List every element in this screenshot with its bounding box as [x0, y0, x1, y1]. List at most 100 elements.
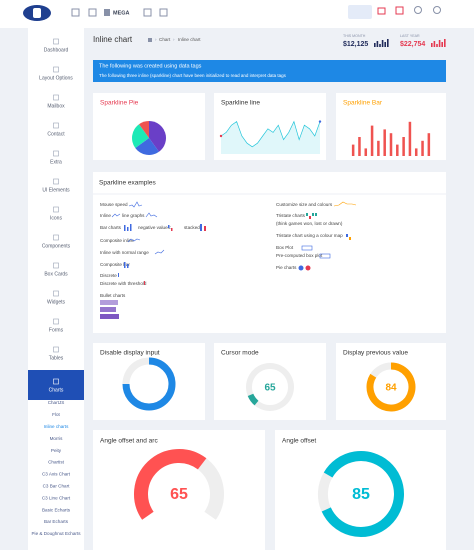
submenu-item[interactable]: Pie & Doughnut Echarts	[31, 531, 81, 536]
nav-item[interactable]: Mailbox	[47, 103, 65, 109]
box-plot	[301, 245, 313, 251]
bar	[408, 121, 412, 156]
example-label: Discrete	[100, 273, 117, 278]
mini-bar	[204, 226, 206, 231]
icon[interactable]	[159, 8, 168, 17]
example-label: (think games won, lost or drawn)	[276, 221, 343, 226]
stat-value: $22,754	[400, 41, 425, 48]
nav-icon	[53, 290, 59, 297]
nav-icon	[53, 178, 59, 185]
nav-item[interactable]: Box Cards	[44, 271, 68, 277]
nav-item[interactable]: Layout Options	[39, 75, 73, 81]
nav-icon	[53, 94, 59, 101]
example-label: Mouse speed	[100, 202, 128, 207]
nav-icon	[53, 378, 59, 385]
mini-bars	[100, 213, 351, 319]
nav-item[interactable]: Tables	[49, 355, 64, 361]
nav-item[interactable]: Widgets	[47, 299, 66, 305]
mega-menu[interactable]: MEGA	[113, 10, 130, 16]
example-label: Box Plot	[276, 245, 294, 250]
mini-bar	[168, 225, 170, 228]
nav-item[interactable]: Contact	[47, 131, 65, 137]
mini-line	[145, 212, 158, 218]
nav-item[interactable]: Dashboard	[44, 47, 69, 53]
mini-pie	[305, 265, 311, 271]
submenu-item[interactable]: Inline charts	[44, 424, 69, 429]
knob-label: 65	[170, 486, 188, 503]
line-area	[221, 121, 320, 154]
stat-spark	[384, 42, 386, 47]
mini-bar	[127, 227, 129, 231]
submenu-item[interactable]: Morris	[50, 436, 63, 441]
mini-pie	[298, 265, 304, 271]
mini-bar	[306, 213, 308, 216]
page-title: Inline chart	[93, 35, 133, 44]
knob-value	[321, 451, 404, 537]
bullet	[100, 300, 118, 305]
sidebar	[28, 28, 84, 550]
card-title: Sparkline line	[221, 100, 260, 107]
mini-line	[128, 201, 143, 208]
example-label: stacked:	[184, 225, 201, 230]
stat-spark	[379, 44, 381, 47]
mega-icon	[104, 9, 110, 16]
mini-bar	[118, 273, 119, 277]
stat-spark	[387, 39, 389, 47]
stat-spark	[441, 42, 443, 47]
mini-bar	[346, 234, 348, 237]
pie-slice	[131, 124, 149, 148]
nav-item[interactable]: Charts	[49, 387, 64, 393]
bullet	[100, 314, 119, 319]
example-label: Bullet charts	[100, 293, 126, 298]
submenu-item[interactable]: C3 Line Chart	[42, 495, 71, 500]
card-title: Display previous value	[343, 350, 408, 357]
bar	[370, 125, 374, 156]
submenu-item[interactable]: Bar Echarts	[44, 519, 69, 524]
card-title: Sparkline Pie	[100, 100, 139, 107]
example-label: line graphs	[122, 213, 145, 218]
nav-item[interactable]: Components	[42, 243, 71, 249]
submenu-item[interactable]: Basic Echarts	[42, 507, 71, 512]
line-point	[219, 134, 223, 138]
nav-item[interactable]: Forms	[49, 327, 64, 333]
settings-icon[interactable]	[433, 6, 441, 14]
mini-line	[333, 201, 357, 207]
mini-bar	[127, 264, 129, 268]
stat-spark	[374, 43, 376, 47]
knob-value	[366, 362, 416, 412]
mail-icon[interactable]	[377, 7, 386, 15]
logo-mark	[33, 8, 41, 18]
menu-icon[interactable]	[71, 8, 80, 17]
submenu-item[interactable]: ChartJS	[48, 400, 65, 405]
nav-icon	[53, 38, 59, 45]
search-box[interactable]	[348, 5, 372, 19]
user-icon[interactable]	[414, 6, 422, 14]
breadcrumb-sep: ›	[155, 37, 157, 42]
nav-icon	[53, 318, 59, 325]
bar	[427, 133, 431, 156]
example-label: negative values:	[138, 225, 171, 230]
submenu-item[interactable]: Peity	[51, 448, 62, 453]
nav-item[interactable]: Extra	[50, 159, 62, 165]
pie-slice	[149, 121, 166, 152]
stat-value: $12,125	[343, 41, 368, 48]
nav-icon	[53, 206, 59, 213]
submenu-item[interactable]: C3 Axis Chart	[42, 472, 71, 477]
submenu-item[interactable]: C3 Bar Chart	[43, 484, 71, 489]
submenu-item[interactable]: Flot	[52, 412, 60, 417]
breadcrumb[interactable]: Chart	[159, 37, 171, 42]
home-icon[interactable]	[148, 38, 152, 42]
nav-icon	[53, 122, 59, 129]
notify-icon[interactable]	[395, 6, 404, 15]
nav-icon	[53, 66, 59, 73]
nav-item[interactable]: UI Elements	[42, 187, 70, 193]
stat-spark	[436, 44, 438, 47]
submenu-item[interactable]: Chartist	[48, 460, 65, 465]
stat-spark	[438, 40, 441, 47]
nav-item[interactable]: Icons	[50, 215, 62, 221]
mini-sparklines	[111, 201, 357, 255]
icon[interactable]	[143, 8, 152, 17]
knob-label: 65	[264, 383, 276, 394]
fullscreen-icon[interactable]	[88, 8, 97, 17]
card-title: Sparkline Bar	[343, 100, 383, 107]
